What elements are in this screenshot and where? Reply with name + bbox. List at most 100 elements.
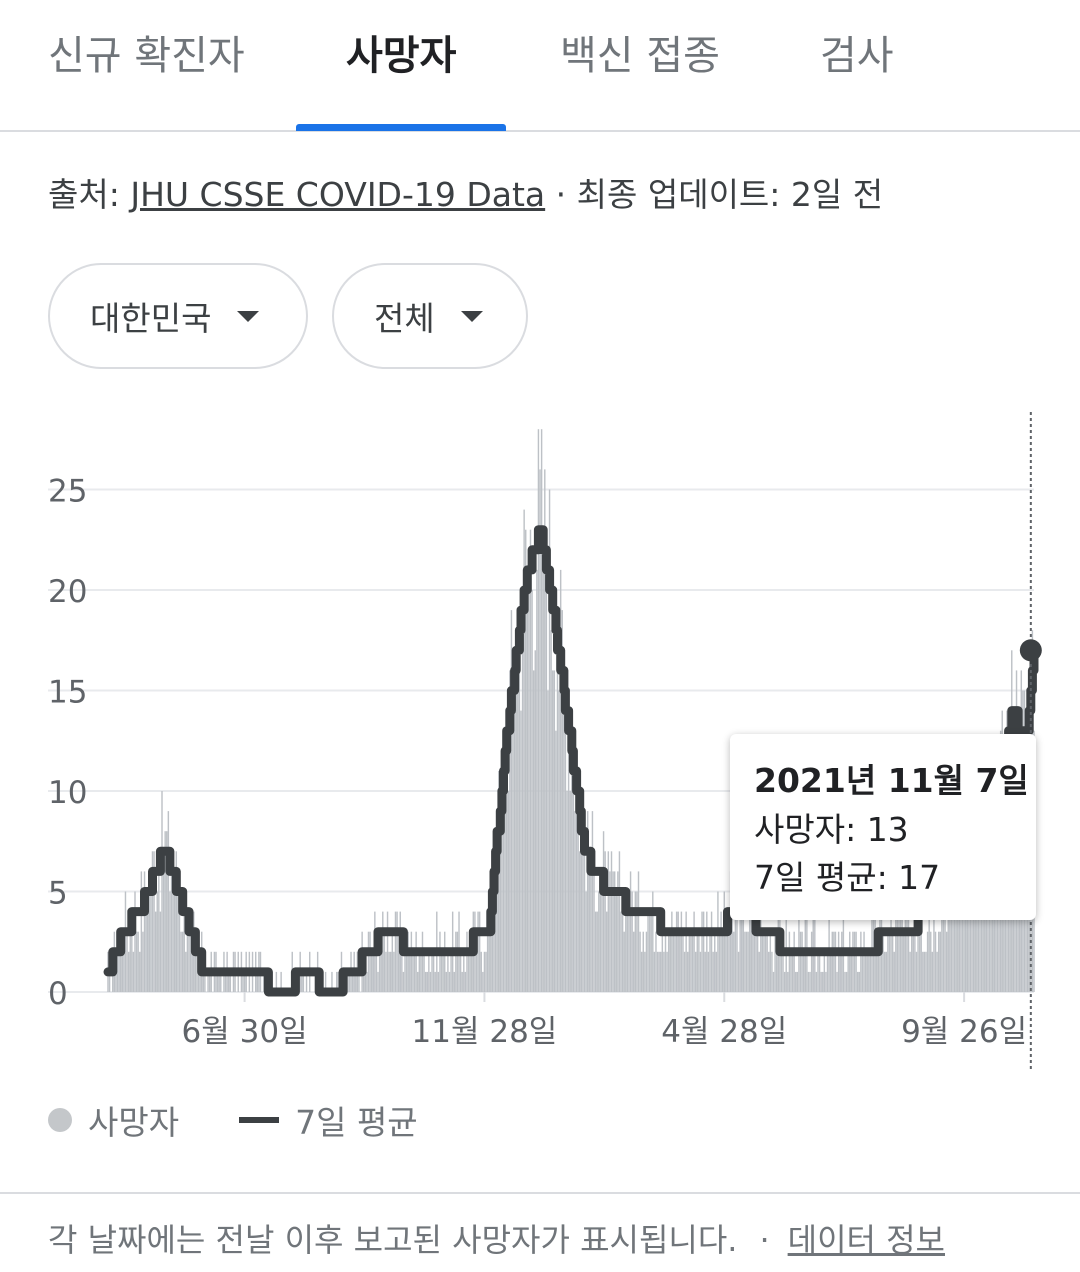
active-tab-indicator <box>296 124 506 131</box>
death-bar <box>463 951 465 992</box>
death-bar <box>558 690 560 992</box>
death-bar <box>121 951 124 992</box>
death-bar <box>301 971 303 992</box>
tab-deaths[interactable]: 사망자 <box>346 33 457 79</box>
tab-new-cases[interactable]: 신규 확진자 <box>48 33 245 79</box>
death-bar <box>420 951 422 992</box>
death-bar <box>444 931 446 992</box>
death-bar <box>928 911 930 992</box>
source-link[interactable]: JHU CSSE COVID-19 Data <box>130 175 546 214</box>
death-bar <box>580 811 583 992</box>
death-bar <box>721 931 724 992</box>
death-bar <box>148 871 151 992</box>
death-bar <box>971 911 973 992</box>
death-bar <box>974 851 976 992</box>
death-bar <box>134 891 136 992</box>
death-bar <box>437 971 440 992</box>
death-bar <box>850 951 853 992</box>
death-bar <box>896 911 899 992</box>
death-bar <box>181 931 184 992</box>
death-bar <box>663 951 665 992</box>
death-bar <box>526 569 529 992</box>
death-bar <box>666 951 668 992</box>
tab-tests[interactable]: 검사 <box>820 33 894 79</box>
data-info-link[interactable]: 데이터 정보 <box>787 1221 945 1259</box>
death-bar <box>127 951 130 992</box>
death-bar <box>723 891 725 992</box>
death-bar <box>397 931 400 992</box>
death-bar <box>189 911 192 992</box>
death-bar <box>324 971 327 992</box>
death-bar <box>810 931 813 992</box>
death-bar <box>877 951 880 992</box>
death-bar <box>831 931 833 992</box>
death-bar <box>667 931 670 992</box>
footer: 각 날짜에는 전날 이후 보고된 사망자가 표시됩니다. · 데이터 정보 <box>48 1218 945 1262</box>
death-bar <box>529 529 532 992</box>
death-bar <box>714 931 716 992</box>
death-bar <box>661 931 664 992</box>
death-bar <box>424 971 427 992</box>
death-bar <box>629 871 632 992</box>
death-bar <box>572 791 575 992</box>
death-bar <box>166 831 168 992</box>
y-tick-label: 0 <box>48 976 68 1012</box>
death-bar <box>553 670 556 992</box>
death-bar <box>180 931 182 992</box>
death-bar <box>893 951 895 992</box>
death-bar <box>782 951 784 992</box>
death-bar <box>385 951 387 992</box>
death-bar <box>415 931 417 992</box>
death-bar <box>547 690 549 992</box>
death-bar <box>926 931 929 992</box>
death-bar <box>615 891 617 992</box>
region-dropdown[interactable]: 대한민국 <box>48 263 308 369</box>
death-bar <box>937 931 940 992</box>
death-bar <box>466 931 468 992</box>
death-bar <box>752 891 754 992</box>
source-prefix: 출처: <box>48 175 120 214</box>
death-bar <box>790 951 792 992</box>
death-bar <box>720 911 722 992</box>
death-bar <box>377 971 379 992</box>
death-bar <box>402 971 405 992</box>
death-bar <box>742 871 745 992</box>
death-bar <box>844 971 846 992</box>
death-bar <box>609 871 611 992</box>
death-bar <box>367 931 370 992</box>
death-bar <box>701 911 703 992</box>
death-bar <box>434 971 436 992</box>
death-bar <box>647 911 649 992</box>
death-bar <box>653 951 656 992</box>
death-bar <box>418 951 421 992</box>
death-bar <box>208 971 211 992</box>
chevron-down-icon <box>460 310 483 322</box>
death-bar <box>644 951 646 992</box>
death-bar <box>510 610 513 992</box>
scope-dropdown-label: 전체 <box>374 299 435 338</box>
death-bar <box>358 971 360 992</box>
death-bar <box>801 931 803 992</box>
death-bar <box>569 791 571 992</box>
death-bar <box>567 730 570 992</box>
death-bar <box>224 971 227 992</box>
death-bar <box>903 931 905 992</box>
scope-dropdown[interactable]: 전체 <box>332 263 528 369</box>
death-bar <box>218 971 220 992</box>
death-bar <box>888 931 891 992</box>
death-bar <box>960 871 962 992</box>
death-bar <box>955 871 957 992</box>
death-bar <box>229 971 232 992</box>
death-bar <box>664 931 667 992</box>
death-bar <box>660 951 662 992</box>
death-bar <box>618 851 621 992</box>
legend-deaths-label: 사망자 <box>88 1103 180 1142</box>
death-bar <box>741 891 743 992</box>
death-bar <box>907 891 910 992</box>
death-bar <box>388 951 390 992</box>
tab-vaccinations[interactable]: 백신 접종 <box>560 33 720 79</box>
death-bar <box>950 851 953 992</box>
death-bar <box>486 911 489 992</box>
death-bar <box>501 750 503 992</box>
death-bar <box>450 951 452 992</box>
